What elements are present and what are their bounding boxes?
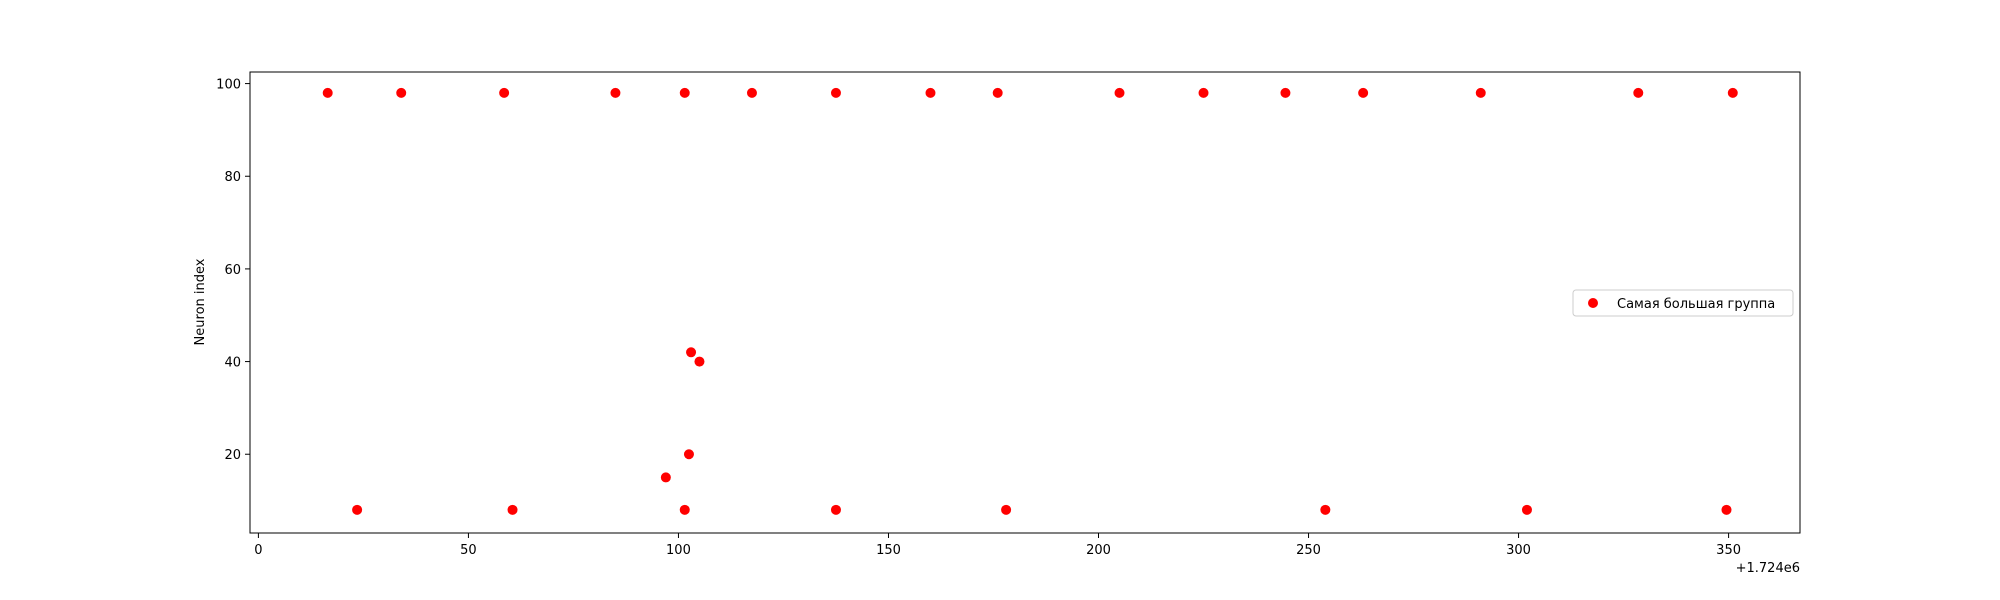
y-tick-label: 60 [224, 263, 241, 278]
data-point [679, 87, 690, 98]
y-axis-label: Neuron index [193, 258, 208, 345]
data-point [925, 87, 936, 98]
data-point [1521, 504, 1532, 515]
data-point [1320, 504, 1331, 515]
data-point [679, 504, 690, 515]
data-point [1727, 87, 1738, 98]
scatter-points [322, 87, 1738, 515]
data-point [830, 504, 841, 515]
data-point [683, 449, 694, 460]
data-point [686, 347, 697, 358]
data-point [610, 87, 621, 98]
axis-ticks: 0 50 100 150 200 250 300 350 20 40 60 80 100 [216, 78, 1741, 558]
data-point [1280, 87, 1291, 98]
x-axis-offset-label: +1.724e6 [1736, 561, 1800, 576]
data-point [746, 87, 757, 98]
data-point [1721, 504, 1732, 515]
data-point [694, 356, 705, 367]
y-tick-label: 100 [216, 78, 241, 93]
x-tick-label: 300 [1506, 543, 1531, 558]
data-point [660, 472, 671, 483]
data-point [507, 504, 518, 515]
data-point [499, 87, 510, 98]
legend-box [1572, 289, 1794, 317]
data-point [322, 87, 333, 98]
data-point [1198, 87, 1209, 98]
x-tick-label: 0 [254, 543, 262, 558]
plot-area-frame [249, 71, 1801, 534]
y-tick-label: 80 [224, 170, 241, 185]
data-point [830, 87, 841, 98]
data-point [352, 504, 363, 515]
data-point [1633, 87, 1644, 98]
data-point [1001, 504, 1012, 515]
data-point [396, 87, 407, 98]
x-tick-label: 200 [1086, 543, 1111, 558]
data-point [1114, 87, 1125, 98]
x-tick-label: 50 [460, 543, 477, 558]
x-tick-label: 250 [1296, 543, 1321, 558]
data-point [1475, 87, 1486, 98]
y-tick-label: 20 [224, 448, 241, 463]
data-point [1358, 87, 1369, 98]
y-tick-label: 40 [224, 356, 241, 371]
legend: Самая большая группа [1572, 289, 1794, 317]
legend-label: Самая большая группа [1617, 297, 1775, 312]
x-tick-label: 100 [666, 543, 691, 558]
x-tick-label: 150 [876, 543, 901, 558]
x-tick-label: 350 [1716, 543, 1741, 558]
data-point [992, 87, 1003, 98]
legend-marker [1588, 298, 1598, 308]
